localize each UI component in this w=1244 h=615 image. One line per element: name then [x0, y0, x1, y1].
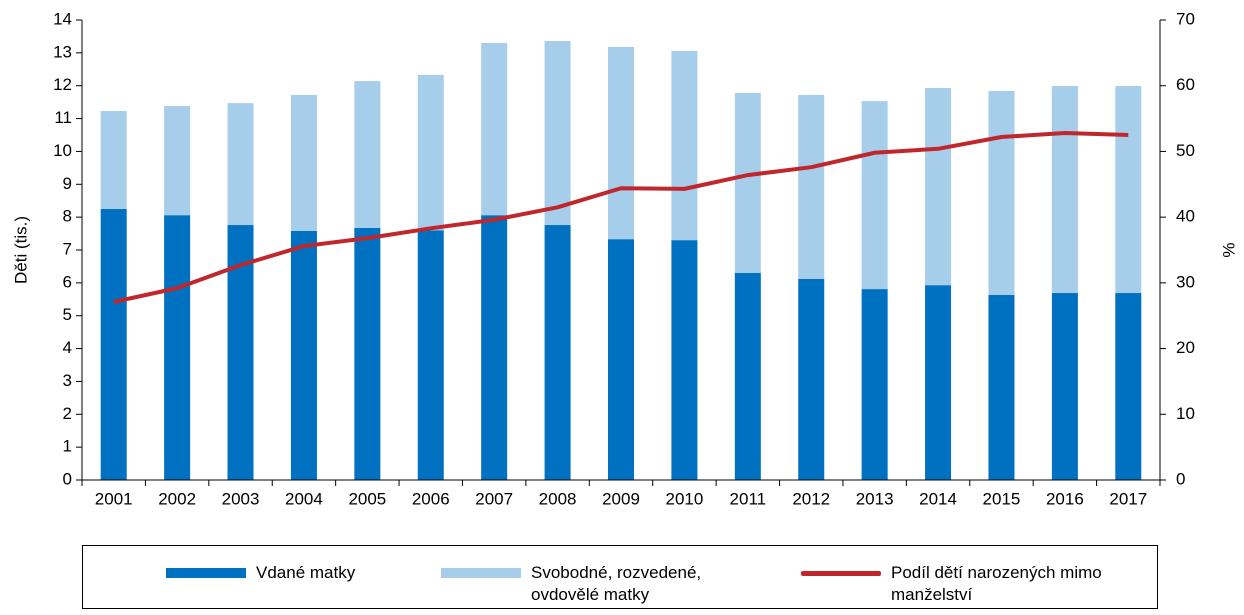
x-tick-label: 2003 [222, 489, 260, 508]
x-tick-label: 2004 [285, 489, 323, 508]
y-tick-label: 13 [53, 42, 72, 61]
x-tick-label: 2015 [983, 489, 1021, 508]
legend-label: Svobodné, rozvedené, ovdovělé matky [531, 563, 702, 604]
x-tick-label: 2005 [348, 489, 386, 508]
y2-tick-label: 20 [1176, 338, 1195, 357]
bar [861, 101, 888, 290]
x-tick-label: 2008 [539, 489, 577, 508]
bar [925, 285, 952, 480]
bar [100, 208, 127, 480]
y-tick-label: 8 [63, 207, 72, 226]
bar [671, 50, 698, 241]
y-tick-label: 7 [63, 239, 72, 258]
y2-tick-label: 40 [1176, 207, 1195, 226]
legend-swatch [441, 568, 521, 578]
bar [100, 111, 127, 209]
bar [1051, 86, 1078, 294]
x-tick-label: 2009 [602, 489, 640, 508]
x-tick-label: 2006 [412, 489, 450, 508]
chart: Děti (tis.) % 01234567891011121314010203… [11, 9, 1238, 508]
bar [481, 215, 508, 480]
y2-tick-label: 60 [1176, 75, 1195, 94]
x-tick-label: 2002 [158, 489, 196, 508]
x-tick-label: 2014 [919, 489, 957, 508]
bar [798, 94, 825, 279]
x-tick-label: 2001 [95, 489, 133, 508]
bar [798, 278, 825, 480]
x-tick-label: 2017 [1109, 489, 1147, 508]
legend-swatch [801, 571, 881, 576]
legend-label: Podíl dětí narozených mimo manželství [891, 563, 1102, 604]
bar [290, 230, 317, 480]
bar [354, 81, 381, 228]
legend-label: Vdané matky [256, 563, 356, 582]
y-tick-label: 3 [63, 371, 72, 390]
bar [544, 225, 571, 480]
y-tick-label: 0 [63, 469, 72, 488]
y-tick-label: 9 [63, 174, 72, 193]
bar [671, 240, 698, 480]
bar [290, 94, 317, 231]
bar [227, 103, 254, 226]
bar [1051, 293, 1078, 480]
line [113, 131, 1129, 304]
bar [1115, 86, 1142, 294]
bar [988, 90, 1015, 296]
y2-tick-label: 10 [1176, 404, 1195, 423]
x-tick-label: 2010 [665, 489, 703, 508]
y2-tick-label: 30 [1176, 272, 1195, 291]
y-tick-label: 11 [54, 108, 72, 127]
y-tick-label: 14 [53, 9, 72, 28]
bar [734, 92, 761, 273]
bar [988, 295, 1015, 480]
bar [481, 43, 508, 216]
y-tick-label: 4 [63, 338, 72, 357]
legend: Vdané matky Svobodné, rozvedené, ovdovělé… [82, 545, 1158, 609]
bar [417, 74, 444, 231]
bar [417, 230, 444, 480]
x-tick-label: 2016 [1046, 489, 1084, 508]
bar [164, 106, 191, 216]
y2-tick-label: 50 [1176, 141, 1195, 160]
bar [164, 215, 191, 480]
y-tick-label: 5 [63, 305, 72, 324]
x-tick-label: 2013 [856, 489, 894, 508]
y-tick-label: 12 [53, 75, 72, 94]
bar [925, 88, 952, 286]
y2-tick-label: 0 [1176, 469, 1185, 488]
x-tick-label: 2011 [730, 489, 767, 508]
x-tick-label: 2007 [475, 489, 513, 508]
bar [608, 239, 634, 480]
y-axis-label: Děti (tis.) [11, 216, 30, 284]
bar [734, 273, 761, 480]
y2-axis-label: % [1219, 242, 1238, 257]
bar [354, 227, 381, 480]
y-tick-label: 10 [53, 141, 72, 160]
y2-tick-label: 70 [1176, 9, 1195, 28]
x-tick-label: 2012 [792, 489, 830, 508]
y-tick-label: 1 [63, 437, 72, 456]
legend-swatch [166, 568, 246, 578]
y-tick-label: 2 [63, 404, 72, 423]
bar [1115, 293, 1142, 480]
bar [861, 289, 888, 480]
bar [544, 41, 571, 226]
bar [608, 46, 634, 240]
y-tick-label: 6 [63, 272, 72, 291]
